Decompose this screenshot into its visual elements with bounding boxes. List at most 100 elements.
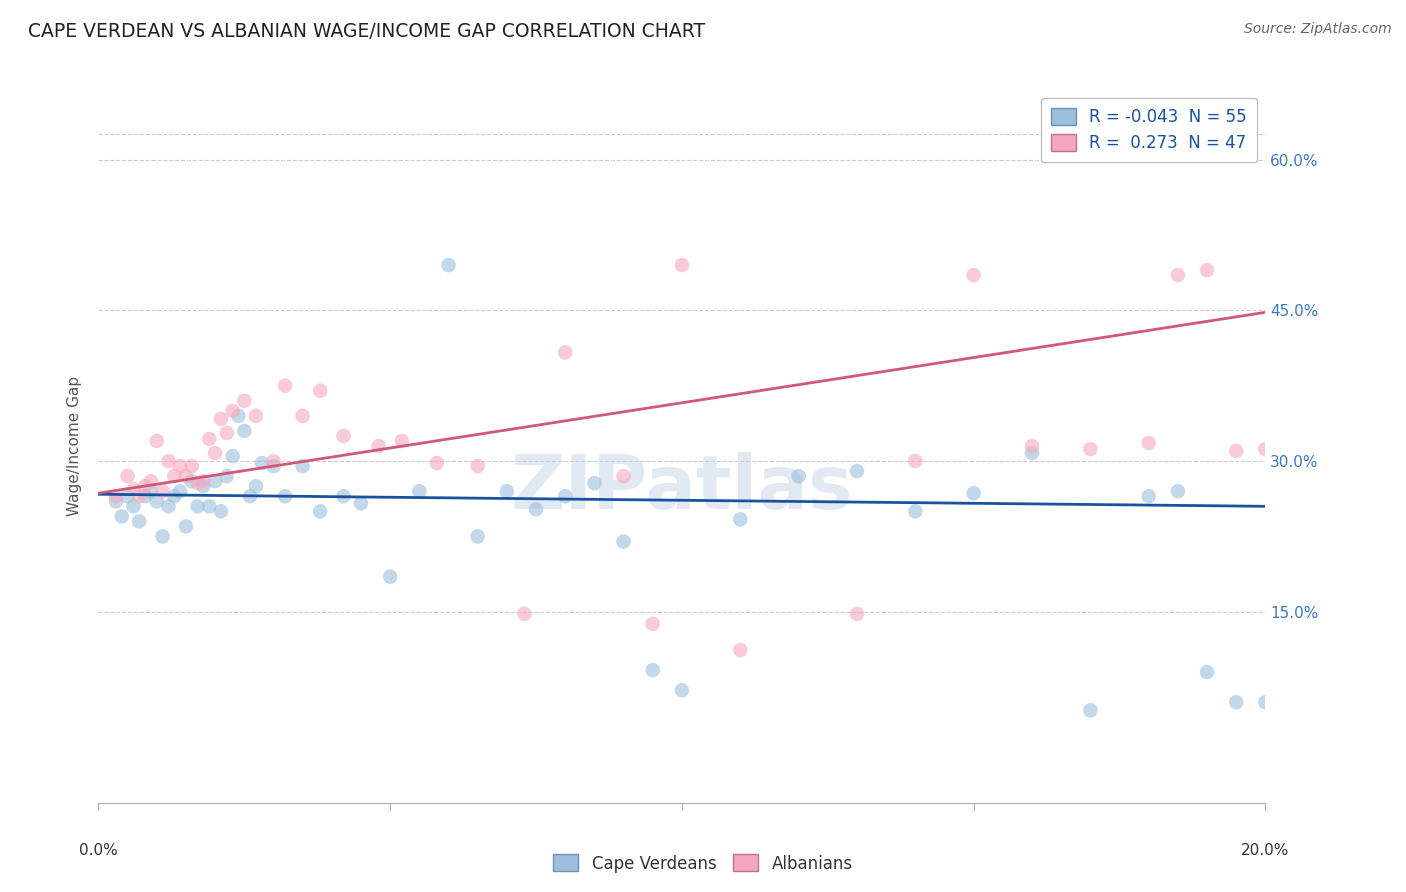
Point — [187, 500, 209, 514]
Point — [554, 489, 576, 503]
Point — [139, 484, 162, 499]
Point — [104, 489, 127, 503]
Point — [291, 409, 314, 423]
Point — [221, 449, 243, 463]
Point — [221, 404, 243, 418]
Point — [215, 425, 238, 440]
Point — [193, 474, 215, 488]
Legend: R = -0.043  N = 55, R =  0.273  N = 47: R = -0.043 N = 55, R = 0.273 N = 47 — [1040, 97, 1257, 162]
Point — [1167, 484, 1189, 499]
Point — [250, 456, 273, 470]
Point — [467, 459, 489, 474]
Point — [1254, 695, 1277, 709]
Point — [1225, 695, 1247, 709]
Point — [146, 434, 169, 448]
Point — [180, 459, 202, 474]
Point — [245, 479, 267, 493]
Point — [233, 393, 256, 408]
Text: CAPE VERDEAN VS ALBANIAN WAGE/INCOME GAP CORRELATION CHART: CAPE VERDEAN VS ALBANIAN WAGE/INCOME GAP… — [28, 22, 706, 41]
Point — [274, 489, 297, 503]
Point — [612, 534, 634, 549]
Point — [309, 504, 332, 518]
Point — [163, 489, 186, 503]
Point — [612, 469, 634, 483]
Point — [245, 409, 267, 423]
Point — [309, 384, 332, 398]
Point — [204, 446, 226, 460]
Text: ZIPatlas: ZIPatlas — [510, 452, 853, 525]
Point — [187, 476, 209, 491]
Point — [111, 509, 134, 524]
Point — [728, 512, 751, 526]
Point — [198, 500, 221, 514]
Point — [583, 476, 606, 491]
Point — [426, 456, 449, 470]
Point — [152, 484, 174, 499]
Point — [467, 529, 489, 543]
Point — [204, 474, 226, 488]
Point — [1225, 444, 1247, 458]
Point — [1195, 665, 1218, 680]
Point — [146, 494, 169, 508]
Point — [728, 643, 751, 657]
Point — [1080, 442, 1102, 456]
Legend: Cape Verdeans, Albanians: Cape Verdeans, Albanians — [547, 847, 859, 880]
Point — [122, 500, 145, 514]
Point — [174, 519, 197, 533]
Point — [152, 529, 174, 543]
Point — [1080, 703, 1102, 717]
Point — [904, 504, 927, 518]
Point — [262, 459, 284, 474]
Text: 20.0%: 20.0% — [1241, 843, 1289, 858]
Point — [962, 486, 984, 500]
Point — [163, 469, 186, 483]
Point — [291, 459, 314, 474]
Point — [128, 515, 150, 529]
Point — [128, 489, 150, 503]
Point — [671, 683, 693, 698]
Point — [1195, 263, 1218, 277]
Point — [139, 474, 162, 488]
Point — [1137, 489, 1160, 503]
Text: Source: ZipAtlas.com: Source: ZipAtlas.com — [1244, 22, 1392, 37]
Point — [641, 663, 664, 677]
Point — [1021, 439, 1043, 453]
Point — [198, 432, 221, 446]
Point — [1254, 442, 1277, 456]
Point — [350, 496, 373, 510]
Y-axis label: Wage/Income Gap: Wage/Income Gap — [67, 376, 83, 516]
Point — [233, 424, 256, 438]
Point — [169, 484, 191, 499]
Point — [904, 454, 927, 468]
Point — [641, 616, 664, 631]
Point — [117, 469, 139, 483]
Point — [524, 502, 547, 516]
Point — [495, 484, 517, 499]
Point — [1137, 436, 1160, 450]
Point — [845, 464, 868, 478]
Point — [134, 489, 156, 503]
Point — [122, 482, 145, 496]
Point — [215, 469, 238, 483]
Point — [962, 268, 984, 282]
Point — [378, 569, 402, 583]
Point — [180, 474, 202, 488]
Point — [239, 489, 262, 503]
Point — [332, 429, 354, 443]
Text: 0.0%: 0.0% — [79, 843, 118, 858]
Point — [157, 500, 180, 514]
Point — [274, 378, 297, 392]
Point — [408, 484, 430, 499]
Point — [262, 454, 284, 468]
Point — [117, 489, 139, 503]
Point — [1021, 446, 1043, 460]
Point — [104, 494, 127, 508]
Point — [671, 258, 693, 272]
Point — [169, 459, 191, 474]
Point — [209, 412, 232, 426]
Point — [134, 479, 156, 493]
Point — [228, 409, 250, 423]
Point — [1167, 268, 1189, 282]
Point — [157, 454, 180, 468]
Point — [391, 434, 413, 448]
